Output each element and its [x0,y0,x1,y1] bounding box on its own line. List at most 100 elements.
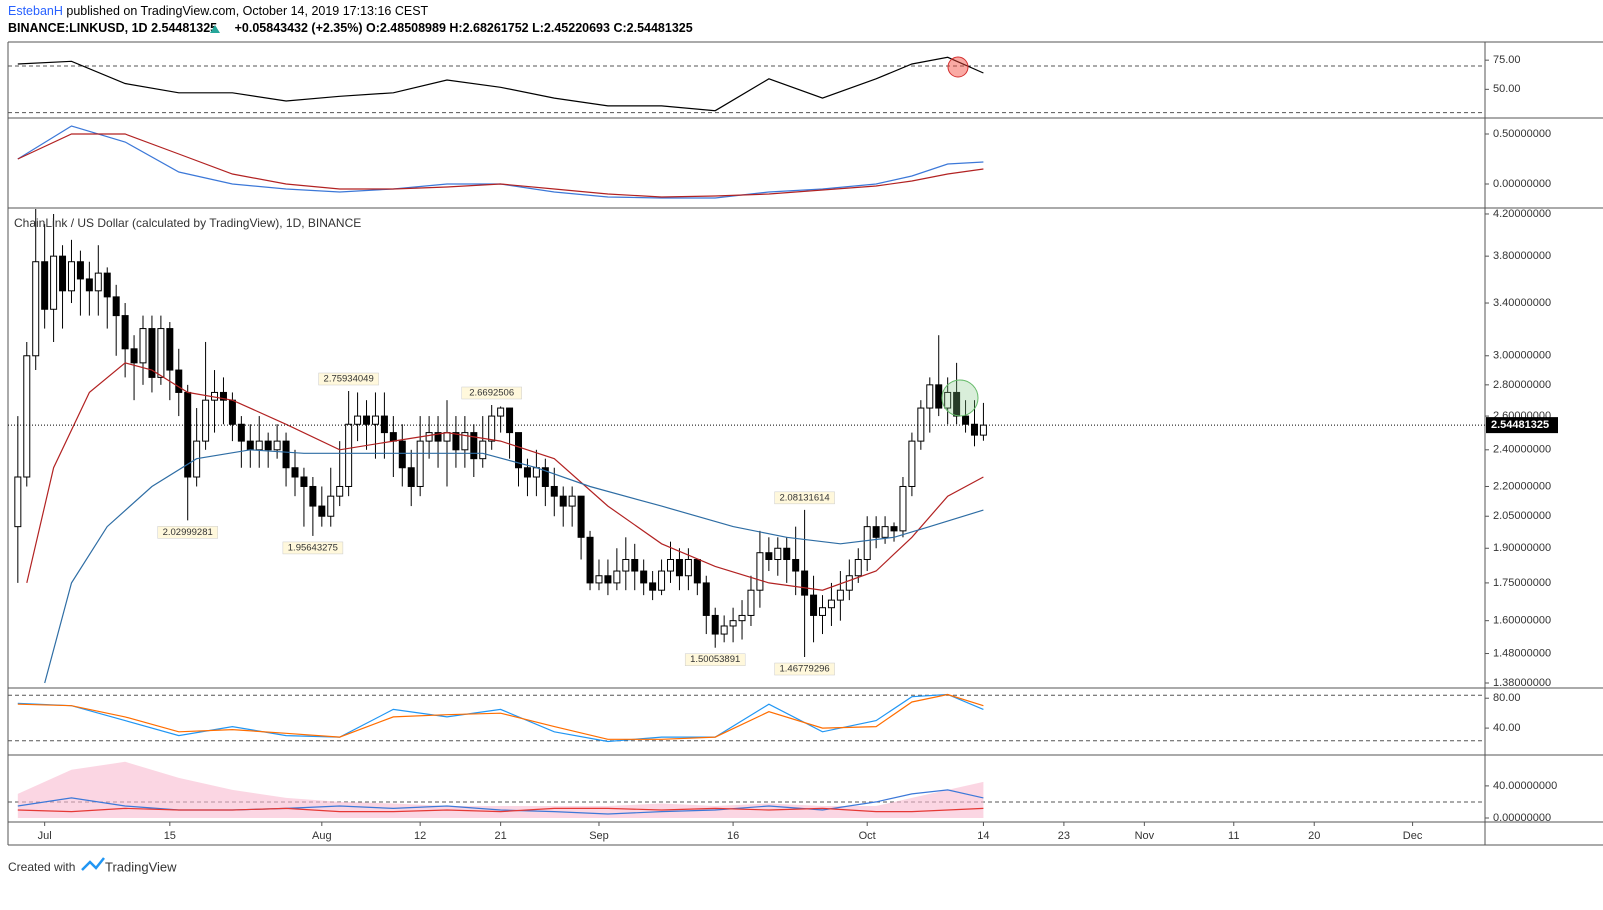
candle-body [702,582,710,616]
candle-body [613,570,621,584]
y-tick-label: 3.80000000 [1493,250,1551,262]
candle-body [604,575,612,584]
indicator-line [17,125,984,199]
y-tick-label: 1.75000000 [1493,577,1551,589]
candle-body [130,348,138,364]
y-tick-label: 1.60000000 [1493,615,1551,627]
x-tick-label: Oct [859,830,876,842]
candle-body [264,440,272,451]
candle-body [926,384,934,409]
indicator-line [17,693,984,740]
candle-body [175,369,183,393]
y-tick-label: 0.00000000 [1493,178,1551,190]
y-tick-label: 0.00000000 [1493,812,1551,824]
annotation-box [774,662,835,676]
candle-body [425,432,433,442]
highlight-circle [941,379,979,417]
candle-body [148,328,156,378]
candle-body [479,440,487,460]
candle-body [863,526,871,560]
x-tick-label: Aug [312,830,332,842]
ohlc-low: L:2.45220693 [532,21,610,35]
y-tick-label: 80.00 [1493,692,1521,704]
candle-body [470,432,478,460]
candle-body [354,415,362,425]
candle-body [255,440,263,451]
candle-body [577,495,585,538]
x-tick-label: Sep [589,830,609,842]
candle-body [336,485,344,497]
annotation: 1.46779296 [780,664,830,675]
candle-body [649,582,657,591]
candle-body [818,607,826,616]
candle-body [854,558,862,577]
candle-body [273,440,281,451]
candle-body [76,261,84,280]
candle-body [157,328,165,378]
annotation-box [684,653,746,666]
annotation: 2.02999281 [163,527,213,538]
highlight-circle [947,56,969,78]
x-tick-label: 12 [414,830,426,842]
candle-body [979,424,987,436]
candle-body [282,440,290,469]
candle-body [371,415,379,425]
header-line: EstebanH published on TradingView.com, O… [8,4,429,18]
candle-body [41,261,49,310]
annotation-box [282,541,344,555]
symbol-line: BINANCE:LINKUSD, 1D 2.54481325 +0.058434… [8,21,693,35]
candle-body [389,432,397,442]
annotation: 2.6692506 [469,388,514,399]
logo [81,857,105,871]
candle-body [219,391,227,401]
candle-body [461,432,469,451]
candle-body [237,423,245,442]
candle-body [67,261,75,292]
candle-body [917,407,925,442]
candle-body [112,296,120,317]
candle-body [309,485,317,507]
y-tick-label: 4.20000000 [1493,208,1551,220]
candle-body [345,423,353,487]
indicator-line [17,807,984,813]
y-tick-label: 2.20000000 [1493,480,1551,492]
candle-body [434,432,442,442]
candle-body [693,558,701,584]
candle-body [94,272,102,292]
candle-body [59,255,67,292]
y-tick-label: 1.38000000 [1493,677,1551,689]
indicator-line [17,56,984,112]
y-tick-label: 1.90000000 [1493,542,1551,554]
footer-brand: TradingView [105,859,177,874]
annotation-box [461,386,522,400]
candle-body [318,505,326,517]
candle-body [407,467,415,487]
ohlc-open: O:2.48508989 [366,21,446,35]
candle-body [640,570,648,584]
last-price-box [1486,417,1558,434]
candle-body [300,476,308,487]
y-tick-label: 2.80000000 [1493,379,1551,391]
candle-body [550,485,558,497]
candle-body [139,328,147,364]
annotation-box [157,526,218,539]
candle-body [675,558,683,577]
indicator-line [17,693,984,743]
candle-body [398,440,406,469]
annotation: 2.08131614 [780,492,830,503]
candle-body [85,278,93,292]
candle-body [103,272,111,298]
candle-body [443,432,451,442]
candle-body [32,261,40,357]
candle-body [506,407,514,434]
candle-body [765,552,773,560]
indicator-line [17,133,984,198]
ohlc-close: C:2.54481325 [613,21,692,35]
candle-body [622,558,630,572]
candle-body [595,575,603,584]
x-tick-label: 15 [164,830,176,842]
symbol: BINANCE:LINKUSD, 1D [8,21,148,35]
candle-body [228,399,236,425]
candle-body [908,440,916,487]
